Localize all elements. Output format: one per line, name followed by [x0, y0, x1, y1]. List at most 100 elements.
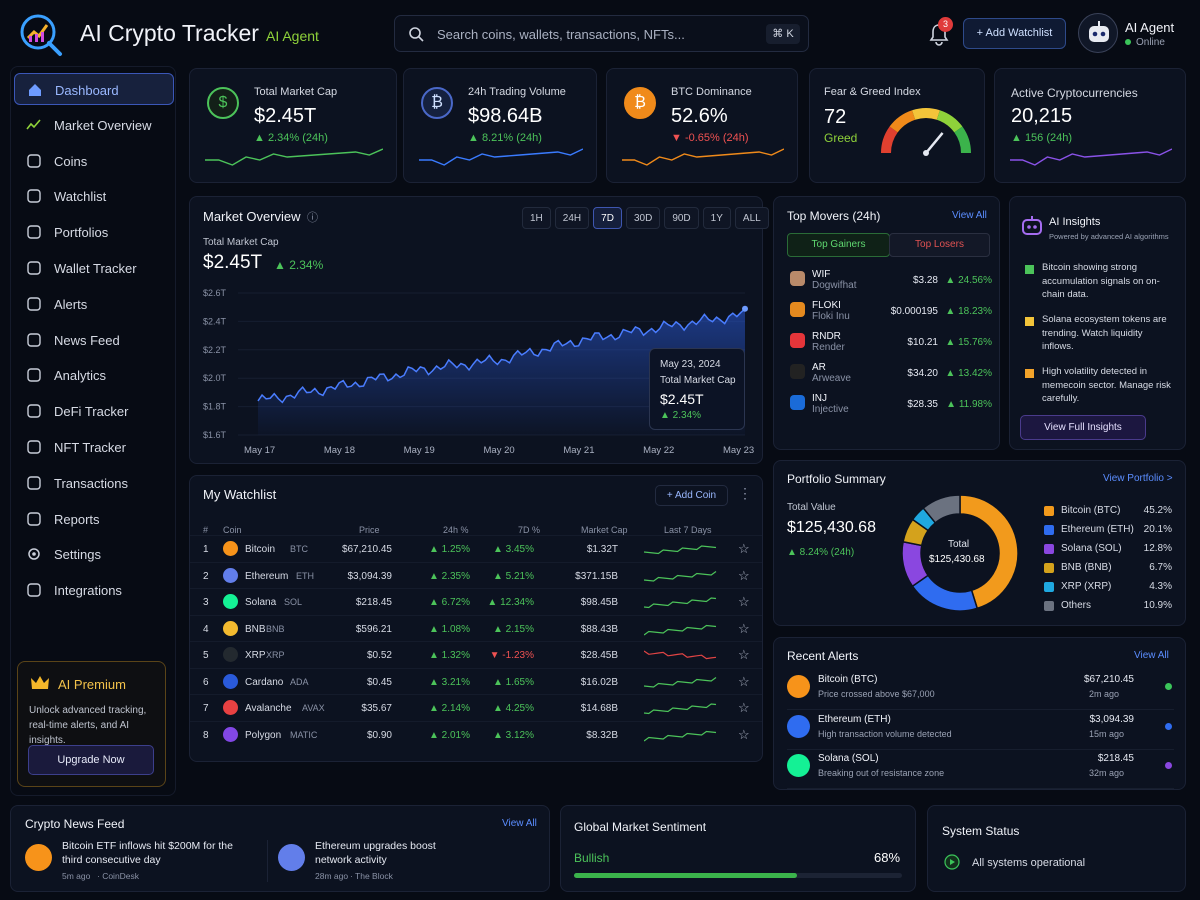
sparkline-7d — [644, 730, 717, 741]
alert-row[interactable]: Ethereum (ETH) High transaction volume de… — [787, 711, 1174, 750]
stat-label: Total Market Cap — [254, 86, 338, 98]
puzzle-icon — [27, 583, 41, 597]
news-headline[interactable]: Bitcoin ETF inflows hit $200M for the th… — [62, 840, 233, 866]
stat-value: 20,215 — [1011, 105, 1073, 127]
sidebar-item-reports[interactable]: Reports — [14, 503, 174, 535]
coin-symbol: AVAX — [302, 703, 325, 713]
mover-symbol: INJ — [812, 393, 827, 404]
sidebar-item-portfolios[interactable]: Portfolios — [14, 216, 174, 248]
range-tab-1h[interactable]: 1H — [522, 207, 551, 229]
sidebar-item-news-feed[interactable]: News Feed — [14, 324, 174, 356]
sidebar-item-alerts[interactable]: Alerts — [14, 288, 174, 320]
star-icon[interactable]: ☆ — [738, 700, 750, 715]
view-full-insights-button[interactable]: View Full Insights — [1020, 415, 1146, 440]
mover-row[interactable]: FLOKI Floki Inu $0.000195 ▲ 18.23% — [774, 298, 992, 329]
table-row[interactable]: 5 XRP XRP $0.52 ▲ 1.32% ▼ -1.23% $28.45B ☆ — [190, 641, 762, 667]
movers-view-all[interactable]: View All — [952, 210, 987, 221]
mover-change: ▲ 18.23% — [945, 306, 992, 317]
sidebar-item-market-overview[interactable]: Market Overview — [14, 109, 174, 141]
portfolio-donut-chart[interactable] — [896, 489, 1024, 617]
news-view-all[interactable]: View All — [502, 818, 537, 829]
search-shortcut: ⌘ K — [766, 24, 800, 44]
info-icon[interactable]: ⓘ — [307, 212, 318, 224]
star-icon[interactable]: ☆ — [738, 567, 750, 583]
news-divider — [267, 840, 268, 882]
alert-time: 2m ago — [1089, 689, 1120, 699]
watchlist-title: My Watchlist — [203, 487, 277, 502]
range-tab-90d[interactable]: 90D — [664, 207, 699, 229]
sidebar-item-coins[interactable]: Coins — [14, 145, 174, 177]
x-tick-label: May 18 — [324, 445, 355, 456]
mover-row[interactable]: AR Arweave $34.20 ▲ 13.42% — [774, 360, 992, 391]
sidebar-item-nft-tracker[interactable]: NFT Tracker — [14, 431, 174, 463]
tab-top-losers[interactable]: Top Losers — [889, 233, 990, 257]
mover-name: Arweave — [812, 373, 851, 384]
row-rank: 3 — [203, 597, 209, 608]
sidebar-item-defi-tracker[interactable]: DeFi Tracker — [14, 395, 174, 427]
view-portfolio-link[interactable]: View Portfolio > — [1103, 473, 1173, 484]
stat-value: $2.45T — [254, 105, 317, 127]
news-time: 28m ago — [315, 871, 349, 881]
range-tab-24h[interactable]: 24H — [554, 207, 590, 229]
agent-avatar[interactable] — [1078, 13, 1118, 53]
coin-symbol: ADA — [290, 676, 309, 687]
star-icon[interactable]: ☆ — [738, 673, 750, 689]
sidebar-item-transactions[interactable]: Transactions — [14, 467, 174, 499]
table-row[interactable]: 6 Cardano ADA $0.45 ▲ 3.21% ▲ 1.65% $16.02B ☆ — [190, 667, 762, 694]
search-input[interactable]: Search coins, wallets, transactions, NFT… — [394, 15, 809, 52]
alerts-view-all[interactable]: View All — [1134, 650, 1169, 661]
range-tab-30d[interactable]: 30D — [625, 207, 661, 229]
insight-text: High volatility detected in memecoin sec… — [1042, 366, 1171, 404]
coin-name: Ethereum — [245, 570, 289, 582]
table-row[interactable]: 3 Solana SOL $218.45 ▲ 6.72% ▲ 12.34% $98.45B ☆ — [190, 588, 762, 614]
mover-row[interactable]: RNDR Render $10.21 ▲ 15.76% — [774, 329, 992, 360]
add-watchlist-button[interactable]: + Add Watchlist — [963, 18, 1066, 49]
tab-top-gainers[interactable]: Top Gainers — [787, 233, 890, 257]
bar-chart-icon — [27, 368, 41, 383]
range-tab-7d[interactable]: 7D — [593, 207, 622, 229]
alert-row[interactable]: Bitcoin (BTC) Price crossed above $67,000… — [787, 671, 1174, 710]
agent-name: AI Agent — [1125, 20, 1175, 35]
market-cap: $98.45B — [580, 597, 618, 608]
system-status-card: System Status All systems operational — [927, 805, 1186, 892]
sidebar-item-dashboard[interactable]: Dashboard — [14, 73, 174, 105]
stat-label: 24h Trading Volume — [468, 86, 566, 98]
star-icon[interactable]: ☆ — [738, 594, 750, 609]
more-options-icon[interactable]: ⋮ — [738, 485, 752, 501]
sidebar-item-settings[interactable]: Settings — [14, 538, 174, 570]
news-headline[interactable]: Ethereum upgrades boost network activity — [315, 840, 436, 866]
coin-symbol: MATIC — [290, 729, 318, 740]
news-time: 5m ago — [62, 871, 91, 881]
legend-label: Solana (SOL) — [1061, 543, 1122, 554]
sidebar-item-wallet-tracker[interactable]: Wallet Tracker — [14, 252, 174, 284]
briefcase-icon — [27, 225, 41, 239]
alert-row[interactable]: Solana (SOL) Breaking out of resistance z… — [787, 750, 1174, 789]
upgrade-button[interactable]: Upgrade Now — [28, 745, 154, 775]
agent-status: Online — [1125, 37, 1165, 48]
star-icon[interactable]: ☆ — [738, 726, 750, 742]
range-tab-1y[interactable]: 1Y — [702, 207, 731, 229]
table-row[interactable]: 7 Avalanche AVAX $35.67 ▲ 2.14% ▲ 4.25% $14.68… — [190, 694, 762, 720]
table-row[interactable]: 1 Bitcoin BTC $67,210.45 ▲ 1.25% ▲ 3.45% $1.32… — [190, 535, 762, 561]
watchlist-header: 24h % — [443, 525, 469, 535]
alert-description: Price crossed above $67,000 — [818, 689, 935, 699]
sidebar-item-analytics[interactable]: Analytics — [14, 359, 174, 391]
table-row[interactable]: 8 Polygon MATIC $0.90 ▲ 2.01% ▲ 3.12% $8.32B ☆ — [190, 720, 762, 747]
alert-coin: Solana (SOL) — [818, 753, 879, 764]
legend-value: 10.9% — [1143, 600, 1172, 611]
star-icon[interactable]: ☆ — [738, 620, 750, 636]
star-icon[interactable]: ☆ — [738, 541, 750, 556]
star-icon[interactable]: ☆ — [738, 647, 750, 662]
sidebar-item-watchlist[interactable]: Watchlist — [14, 180, 174, 212]
add-coin-button[interactable]: + Add Coin — [655, 485, 728, 506]
mover-row[interactable]: INJ Injective $28.35 ▲ 11.98% — [774, 391, 992, 422]
xrp-icon — [223, 647, 238, 662]
table-row[interactable]: 2 Ethereum ETH $3,094.39 ▲ 2.35% ▲ 5.21% $371.… — [190, 561, 762, 588]
legend-label: XRP (XRP) — [1061, 581, 1112, 592]
sidebar-item-integrations[interactable]: Integrations — [14, 574, 174, 606]
table-row[interactable]: 4 BNB BNB $596.21 ▲ 1.08% ▲ 2.15% $88.43B ☆ — [190, 614, 762, 641]
range-tab-all[interactable]: ALL — [734, 207, 769, 229]
mover-row[interactable]: WIF Dogwifhat $3.28 ▲ 24.56% — [774, 267, 992, 298]
bitcoin-icon — [223, 541, 238, 556]
market-cap: $1.32T — [586, 544, 618, 555]
